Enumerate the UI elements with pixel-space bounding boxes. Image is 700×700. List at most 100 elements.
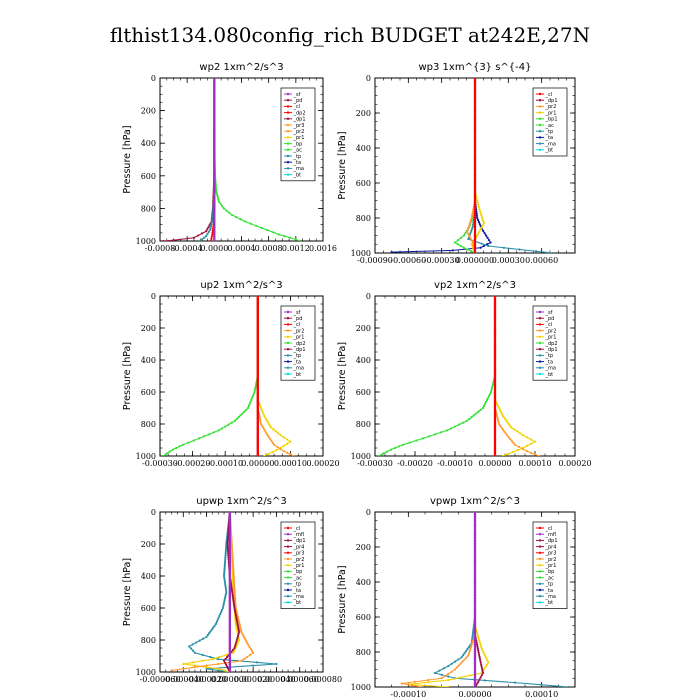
series-point (228, 607, 231, 610)
series-point (473, 616, 477, 619)
series-point (493, 310, 497, 313)
series-point (473, 542, 477, 545)
series-point (482, 404, 486, 408)
series-point (473, 614, 477, 617)
series-point (473, 576, 477, 579)
series-point (228, 653, 231, 656)
series-point (493, 370, 497, 373)
series-point (228, 668, 231, 672)
series-point (477, 221, 481, 224)
legend-entry: _pd (545, 316, 555, 322)
series-point (241, 412, 244, 415)
series-point (473, 603, 477, 606)
series-point (230, 539, 233, 542)
series-point (485, 657, 488, 660)
panel-4: vp2 1xm^2/s^3 Pressure [hPa] 0 200 400 600 800… (337, 280, 592, 468)
x-tick-label: -0.00030 (424, 256, 460, 265)
series-point (201, 653, 204, 657)
series-point (473, 658, 477, 661)
series-point (506, 452, 510, 456)
series-point (484, 655, 487, 658)
series-point (473, 190, 477, 193)
series-point (521, 447, 525, 451)
series-point (226, 667, 230, 670)
series-point (497, 406, 501, 410)
series-point (213, 106, 216, 109)
legend-entry: _pr1 (545, 110, 557, 116)
series-point (487, 244, 490, 248)
series-point (473, 106, 477, 109)
series-point (473, 87, 477, 90)
series-point (213, 169, 216, 172)
legend-entry: _dp1 (545, 538, 558, 544)
series-point (196, 234, 200, 237)
series-point (481, 667, 484, 671)
series-point (256, 402, 259, 406)
series-point (213, 116, 216, 119)
series-point (389, 448, 393, 451)
series-point (264, 430, 267, 433)
legend-entry: _ma (545, 594, 556, 600)
series-point (469, 674, 472, 677)
y-axis-label: Pressure [hPa] (337, 565, 348, 633)
series-point (203, 236, 206, 239)
series-point (473, 201, 477, 204)
series-point (470, 227, 474, 230)
x-tick-label: 0.00030 (492, 256, 525, 265)
series-point (473, 553, 477, 556)
series-point (470, 216, 473, 220)
legend-entry: _ma (293, 366, 304, 372)
series-point (170, 669, 173, 672)
series-point (493, 400, 497, 404)
series-point (256, 393, 259, 396)
x-tick-label: -0.0008 (145, 244, 176, 253)
legend-entry: _pr2 (293, 557, 305, 563)
series-point (213, 151, 216, 154)
series-point (258, 416, 261, 420)
series-point (225, 653, 228, 657)
series-point (201, 637, 205, 640)
series-point (493, 416, 497, 419)
series-point (213, 110, 216, 113)
series-point (427, 681, 430, 684)
series-point (410, 684, 413, 687)
series-point (256, 358, 259, 361)
legend-marker (538, 117, 542, 121)
x-tick-label: -0.00020 (175, 459, 211, 468)
series-point (473, 681, 477, 684)
series-point (232, 580, 236, 583)
series-point (262, 426, 265, 429)
series-point (473, 555, 477, 558)
legend-entry: _pr3 (293, 123, 305, 129)
series-point (223, 565, 226, 568)
series-point (256, 399, 259, 402)
series-point (473, 199, 477, 202)
series-point (470, 229, 473, 232)
series-point (473, 81, 477, 84)
series-point (456, 239, 460, 242)
series-point (201, 659, 204, 662)
series-point (472, 630, 475, 633)
series-point (473, 93, 477, 96)
series-point (231, 648, 235, 651)
series-point (210, 237, 213, 240)
series-point (213, 135, 216, 139)
legend-marker (538, 99, 542, 102)
series-point (477, 219, 480, 222)
series-point (189, 647, 193, 650)
series-point (213, 232, 216, 235)
series-point (473, 209, 477, 212)
series-point (493, 360, 497, 363)
series-point (473, 550, 477, 554)
legend-marker (538, 111, 542, 114)
series-point (473, 230, 477, 234)
series-point (213, 224, 216, 227)
series-point (511, 450, 515, 454)
series-point (246, 642, 249, 645)
series-point (225, 665, 229, 668)
series-point (232, 570, 235, 573)
legend-marker (286, 335, 290, 338)
series-point (249, 400, 252, 404)
series-point (213, 133, 216, 137)
